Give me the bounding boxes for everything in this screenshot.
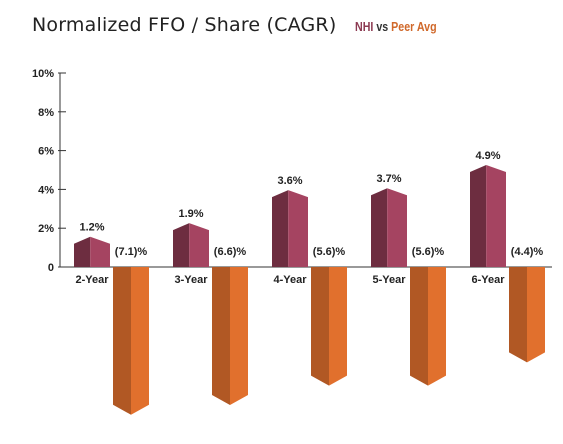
peer-avg-bar [410,267,446,386]
nhi-value-label: 1.2% [79,222,104,234]
chart-title: Normalized FFO / Share (CAGR) [32,14,337,36]
peer-avg-bar [113,267,149,415]
peer-value-label: (5.6)% [313,246,346,258]
x-category-label: 3-Year [174,274,208,286]
y-tick-label: 2% [38,223,54,235]
nhi-value-label: 3.6% [277,175,302,187]
peer-value-label: (5.6)% [412,246,445,258]
y-tick-label: 0 [48,262,54,274]
peer-avg-bar [311,267,347,386]
x-category-label: 6-Year [471,274,505,286]
chart-legend: NHI vs Peer Avg [355,19,437,34]
nhi-bar [173,223,209,267]
legend-nhi: NHI [354,19,374,34]
nhi-value-label: 4.9% [475,150,500,162]
legend-peer-avg: Peer Avg [391,19,437,34]
y-tick-label: 8% [38,107,54,119]
nhi-value-label: 1.9% [178,208,203,220]
chart-header: Normalized FFO / Share (CAGR) NHI vs Pee… [32,14,454,36]
legend-vs: vs [376,19,389,34]
nhi-value-label: 3.7% [376,173,401,185]
nhi-bar [470,164,506,267]
x-category-label: 5-Year [372,274,406,286]
y-tick-label: 6% [38,146,54,158]
peer-value-label: (7.1)% [115,246,148,258]
y-tick-label: 4% [38,184,54,196]
nhi-bar [371,188,407,267]
peer-avg-bar [509,267,545,363]
nhi-bar [74,236,110,267]
peer-value-label: (6.6)% [214,246,247,258]
x-category-label: 2-Year [75,274,109,286]
y-tick-label: 10% [32,68,54,80]
peer-avg-bar [212,267,248,406]
nhi-bar [272,190,308,267]
x-category-label: 4-Year [273,274,307,286]
peer-value-label: (4.4)% [511,246,544,258]
